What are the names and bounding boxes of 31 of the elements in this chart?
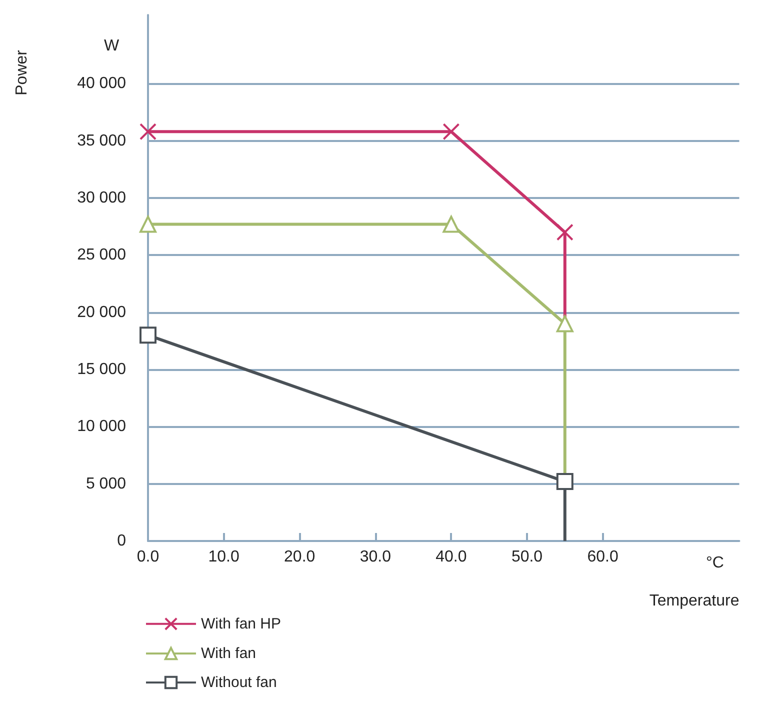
y-tick-label: 40 000: [77, 75, 126, 92]
text: W: [104, 38, 120, 54]
x-tick-label: 10.0: [208, 548, 240, 566]
point: [556, 224, 574, 241]
y-tick-label: 15 000: [77, 360, 126, 378]
y-tick-label: 35 000: [77, 132, 126, 150]
x-tick-label: 50.0: [511, 548, 543, 566]
x-tick-label: 40.0: [436, 548, 467, 566]
point: [140, 326, 156, 344]
x-tick-label: 30.0: [360, 548, 392, 566]
y-tick-label: 0: [117, 532, 126, 550]
y-tick-label: 10 000: [77, 418, 126, 436]
text: °C: [706, 554, 724, 572]
point: [556, 473, 574, 490]
y-axis-title: Power: [14, 49, 30, 96]
point: [140, 123, 156, 140]
point: [442, 123, 460, 140]
x-tick-label: 20.0: [284, 548, 316, 566]
y-tick-label: 25 000: [77, 246, 126, 264]
y-tick-label: 5 000: [86, 475, 126, 492]
x-tick-label: 0.0: [136, 548, 160, 566]
point: [140, 216, 156, 233]
x-axis-title: Temperature: [649, 592, 740, 610]
legend-label: With fan: [201, 645, 256, 662]
x-tick-label: 60.0: [587, 548, 618, 566]
legend-label: Without fan: [201, 674, 277, 691]
point: [556, 315, 574, 332]
y-tick-label: 20 000: [77, 304, 126, 321]
point: [442, 216, 460, 233]
y-tick-label: 30 000: [77, 189, 126, 206]
legend-label: With fan HP: [201, 615, 282, 632]
